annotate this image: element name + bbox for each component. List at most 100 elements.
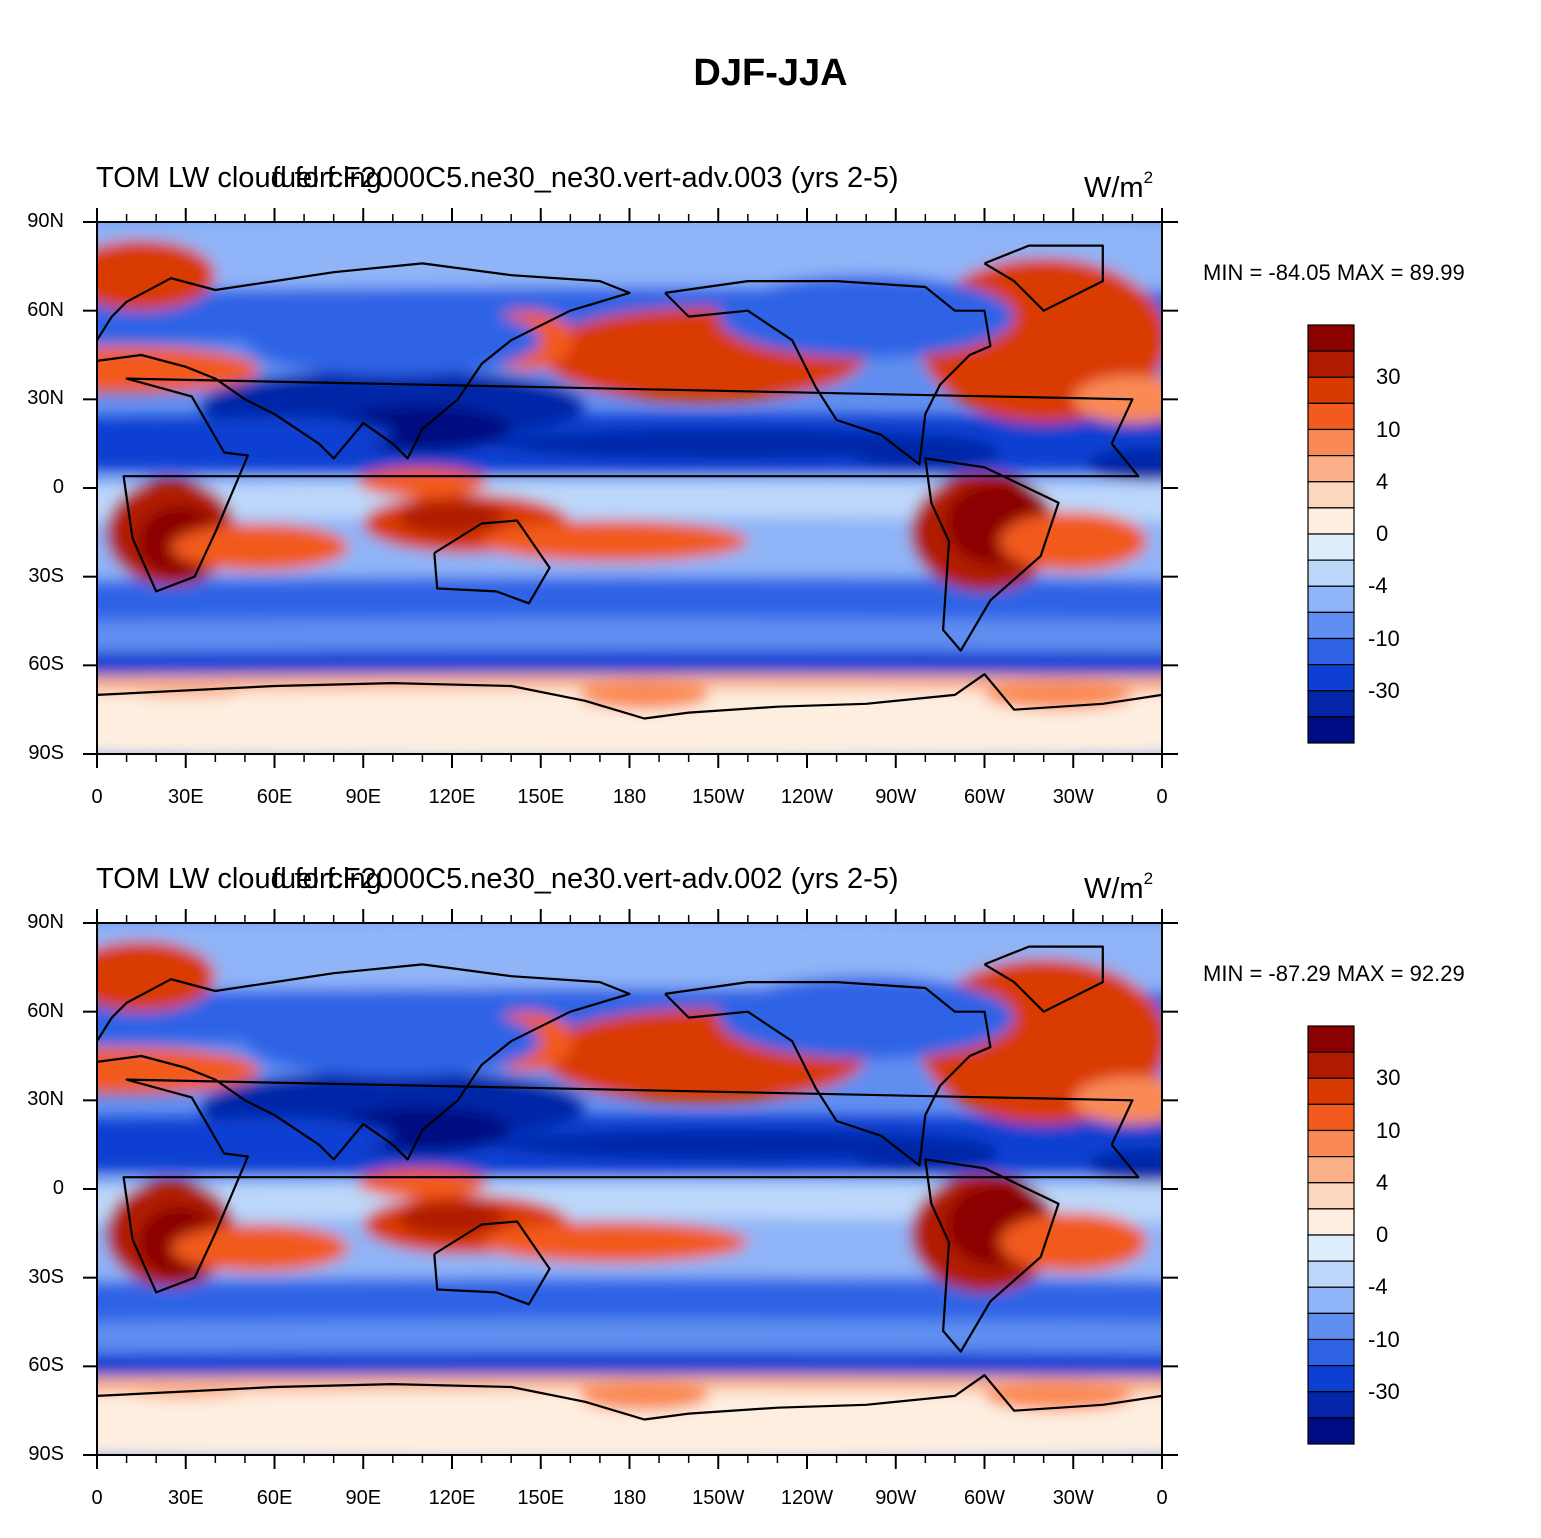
lon-label: 0 xyxy=(91,1487,103,1509)
colorbar-label: 0 xyxy=(1376,521,1389,546)
panel-variable: TOM LW cloud forcing xyxy=(96,162,382,194)
colorbar-label: 4 xyxy=(1376,468,1389,494)
coastline xyxy=(433,519,551,605)
colorbar-swatch xyxy=(1307,1182,1355,1210)
field-blob xyxy=(579,680,710,710)
field-blob xyxy=(357,1168,488,1198)
field-blob xyxy=(585,346,793,394)
lon-label: 150W xyxy=(692,1487,745,1509)
colorbar-label: 30 xyxy=(1376,364,1401,390)
colorbar-swatch xyxy=(1307,1338,1355,1367)
colorbar-label: -30 xyxy=(1368,677,1400,703)
lon-label: 30E xyxy=(167,786,204,808)
colorbar-label: 10 xyxy=(1376,416,1401,442)
lat-label: 90N xyxy=(27,911,64,933)
lon-label: 30W xyxy=(1052,786,1094,808)
min-max-label: MIN = -84.05 MAX = 89.99 xyxy=(1203,260,1465,285)
colorbar-swatch xyxy=(1307,1312,1355,1341)
lat-label: 30N xyxy=(27,387,64,410)
field-blob xyxy=(579,1381,710,1411)
colorbar-swatch xyxy=(1307,559,1355,587)
colorbar-label: -4 xyxy=(1368,1274,1388,1300)
field-blob xyxy=(1088,1147,1162,1184)
colorbar-swatch xyxy=(1307,1260,1355,1288)
lat-label: 30S xyxy=(28,564,64,587)
colorbar-swatch xyxy=(1307,1156,1355,1184)
lat-label: 90N xyxy=(27,210,64,232)
coastline xyxy=(664,280,992,466)
field-blob xyxy=(851,1135,1000,1172)
field-blob xyxy=(97,650,1162,681)
field-blob xyxy=(244,1005,541,1077)
map-field-2 xyxy=(97,923,1162,1455)
field-blob xyxy=(481,1221,748,1263)
lon-label: 180 xyxy=(612,786,647,808)
units-base: W/m xyxy=(1084,873,1144,905)
colorbar-swatch xyxy=(1307,664,1355,692)
lon-label: 150W xyxy=(692,786,745,808)
colorbar-swatch xyxy=(1307,1025,1355,1053)
coastline xyxy=(97,1374,1162,1421)
colorbar-swatch xyxy=(1307,1051,1355,1079)
lon-label: 150E xyxy=(517,1487,565,1509)
lon-label: 90W xyxy=(875,786,917,808)
field-blob xyxy=(398,1200,506,1237)
colorbar-label: 30 xyxy=(1376,1065,1401,1091)
lon-label: 60W xyxy=(963,786,1006,808)
units-exponent: 2 xyxy=(1143,869,1154,888)
field-blob xyxy=(97,1180,1162,1228)
field-blob xyxy=(398,499,506,536)
field-blob xyxy=(718,976,1015,1059)
lon-label: 120W xyxy=(780,1487,834,1509)
field-blob xyxy=(718,275,1015,358)
field-blob xyxy=(481,520,748,562)
colorbar-swatch xyxy=(1307,690,1355,718)
field-blob xyxy=(156,417,393,453)
min-max-label: MIN = -87.29 MAX = 92.29 xyxy=(1203,961,1465,986)
colorbar-swatch xyxy=(1307,1103,1355,1132)
field-blob xyxy=(170,1224,349,1272)
coastline xyxy=(664,981,992,1167)
colorbar-label: 10 xyxy=(1376,1117,1401,1143)
colorbar-label: -30 xyxy=(1368,1378,1400,1404)
lon-label: 60E xyxy=(256,1487,293,1509)
field-blob xyxy=(97,346,260,394)
lat-label: 0 xyxy=(52,476,64,498)
lon-label: 30E xyxy=(167,1487,204,1509)
lon-label: 120E xyxy=(428,1487,476,1509)
figure-title: DJF-JJA xyxy=(693,52,848,94)
lon-label: 0 xyxy=(1156,786,1168,808)
coastline xyxy=(924,457,1060,652)
units: W/m2 xyxy=(1084,869,1153,906)
colorbar-swatch xyxy=(1307,350,1355,378)
lon-label: 90W xyxy=(875,1487,917,1509)
field-blob xyxy=(97,940,216,1012)
lon-label: 120W xyxy=(780,786,834,808)
field-blob xyxy=(984,680,1133,710)
lat-label: 90S xyxy=(28,1443,64,1465)
map-field-1 xyxy=(97,222,1162,754)
field-blob xyxy=(496,1129,970,1160)
field-blob xyxy=(126,1381,245,1399)
lat-label: 60S xyxy=(28,653,64,676)
coastline xyxy=(122,1078,1140,1294)
field-blob xyxy=(999,1212,1148,1272)
lon-label: 30W xyxy=(1052,1487,1094,1509)
field-blob xyxy=(156,1118,393,1154)
field-blob xyxy=(97,1389,1162,1455)
field-blob xyxy=(357,467,488,497)
colorbar-label: -10 xyxy=(1368,1326,1400,1352)
colorbar-swatch xyxy=(1307,1365,1355,1393)
lat-label: 90S xyxy=(28,742,64,764)
lon-label: 0 xyxy=(91,786,103,808)
lat-label: 30S xyxy=(28,1265,64,1288)
field-blob xyxy=(999,511,1148,571)
field-blob xyxy=(97,479,1162,527)
colorbar-swatch xyxy=(1307,533,1355,561)
lat-label: 60N xyxy=(27,298,64,321)
field-blob xyxy=(244,304,541,376)
lon-label: 90E xyxy=(345,786,382,808)
colorbar-swatch xyxy=(1307,1208,1355,1236)
units: W/m2 xyxy=(1084,168,1153,205)
lon-label: 60E xyxy=(256,786,293,808)
